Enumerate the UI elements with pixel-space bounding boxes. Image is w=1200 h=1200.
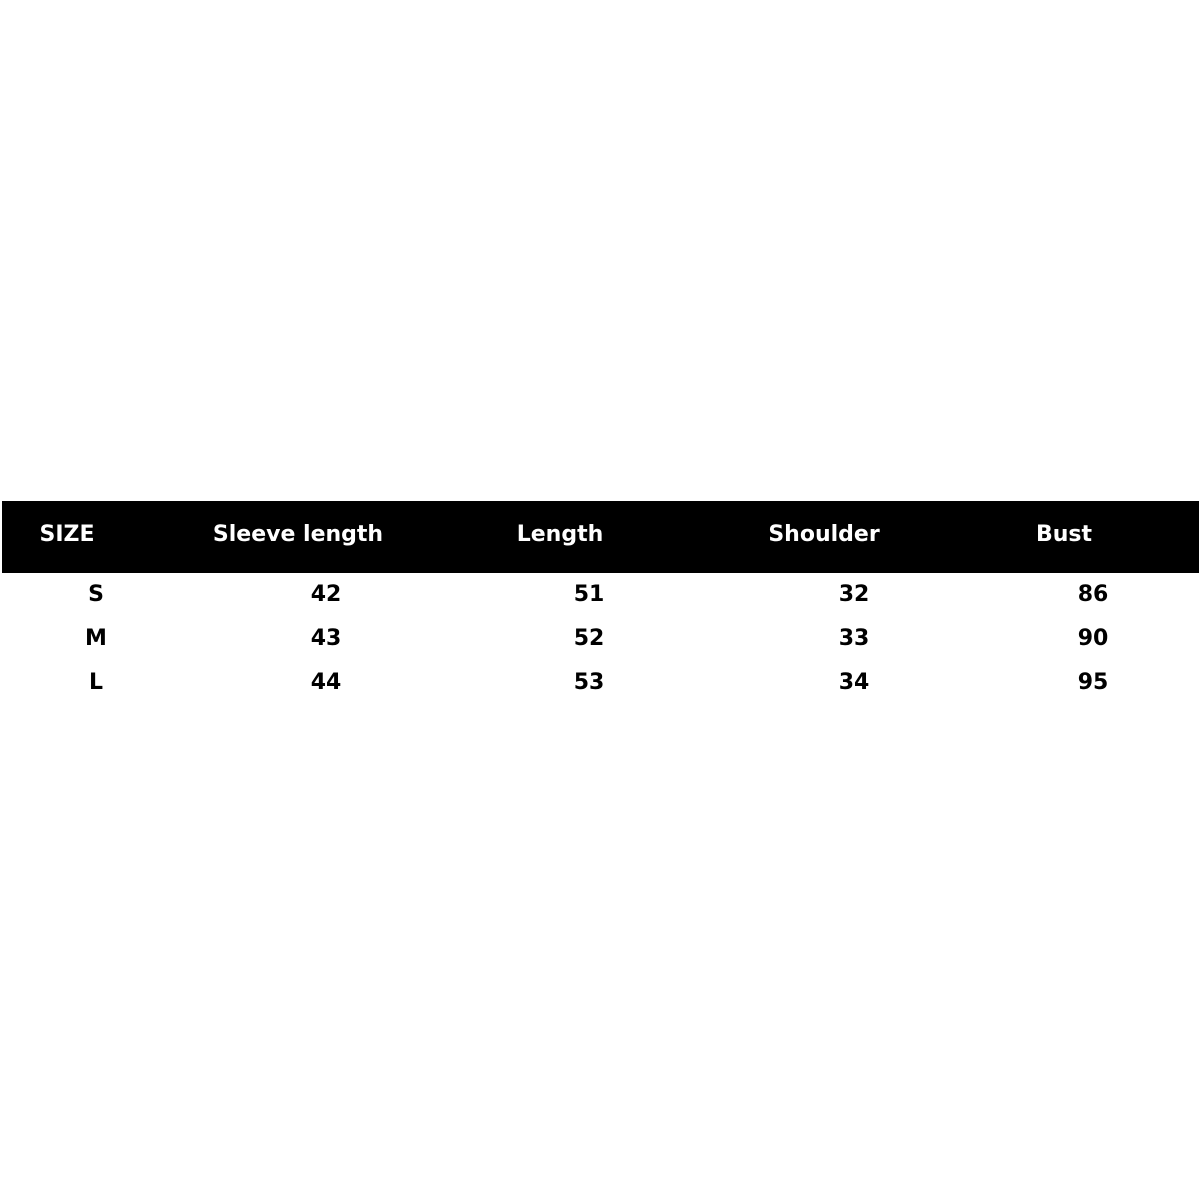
table-cell: 34 <box>838 670 870 695</box>
table-cell: 95 <box>1077 670 1109 695</box>
header-bar <box>2 501 1199 573</box>
header-cell: Bust <box>1035 522 1093 547</box>
table-cell: 51 <box>573 582 605 607</box>
table-cell: 44 <box>310 670 342 695</box>
table-cell: 32 <box>838 582 870 607</box>
table-cell: 43 <box>310 626 342 651</box>
header-cell: Sleeve length <box>212 522 384 547</box>
table-cell: 42 <box>310 582 342 607</box>
header-cell: Length <box>516 522 604 547</box>
table-cell: 52 <box>573 626 605 651</box>
table-cell: 86 <box>1077 582 1109 607</box>
table-cell: M <box>85 626 107 651</box>
table-cell: 90 <box>1077 626 1109 651</box>
header-cell: Shoulder <box>768 522 880 547</box>
table-cell: L <box>88 670 104 695</box>
header-cell: SIZE <box>39 522 95 547</box>
table-cell: S <box>88 582 104 607</box>
table-cell: 33 <box>838 626 870 651</box>
table-cell: 53 <box>573 670 605 695</box>
